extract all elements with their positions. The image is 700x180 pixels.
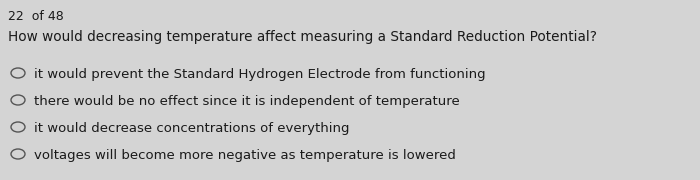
- Text: voltages will become more negative as temperature is lowered: voltages will become more negative as te…: [34, 149, 456, 162]
- Text: there would be no effect since it is independent of temperature: there would be no effect since it is ind…: [34, 95, 460, 108]
- Text: 22  of 48: 22 of 48: [8, 10, 64, 23]
- Text: it would prevent the Standard Hydrogen Electrode from functioning: it would prevent the Standard Hydrogen E…: [34, 68, 486, 81]
- Text: How would decreasing temperature affect measuring a Standard Reduction Potential: How would decreasing temperature affect …: [8, 30, 597, 44]
- Text: it would decrease concentrations of everything: it would decrease concentrations of ever…: [34, 122, 349, 135]
